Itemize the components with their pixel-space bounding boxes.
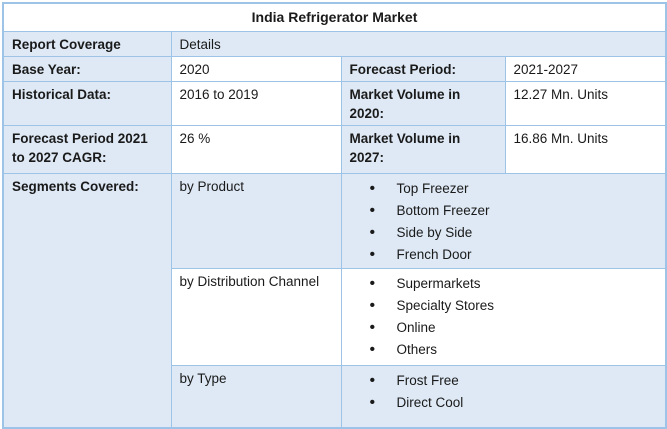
table-row: by Distribution Channel Supermarkets Spe… [3,268,667,366]
forecast-cagr-value: 26 % [170,125,342,174]
segment-group-type-items: Frost Free Direct Cool [340,365,667,428]
list-item: Specialty Stores [350,295,658,317]
table-row: Segments Covered: by Product Top Freezer… [2,173,667,428]
list-item: Supermarkets [350,273,658,295]
list-item: Side by Side [350,222,658,244]
base-year-label: Base Year: [2,56,172,82]
segment-group-product-items: Top Freezer Bottom Freezer Side by Side … [340,173,667,269]
market-volume-2020-value: 12.27 Mn. Units [504,81,667,126]
forecast-period-value: 2021-2027 [504,56,667,82]
segment-group-product-label: by Product [170,173,342,269]
report-coverage-label: Report Coverage [2,31,172,57]
table-row: India Refrigerator Market [2,2,667,32]
market-volume-2020-label: Market Volume in 2020: [340,81,506,126]
historical-data-value: 2016 to 2019 [170,81,342,126]
historical-data-label: Historical Data: [2,81,172,126]
segments-covered-label: Segments Covered: [2,173,172,428]
list-item: Top Freezer [350,178,658,200]
forecast-period-label: Forecast Period: [340,56,506,82]
forecast-cagr-label: Forecast Period 2021 to 2027 CAGR: [2,125,172,174]
list-item: Online [350,317,658,339]
base-year-value: 2020 [170,56,342,82]
market-volume-2027-label: Market Volume in 2027: [340,125,506,174]
list-item: Bottom Freezer [350,200,658,222]
list-item: Frost Free [350,370,658,392]
list-item: French Door [350,244,658,266]
segment-group-distribution-label: by Distribution Channel [170,268,342,366]
type-segment-list: Frost Free Direct Cool [350,369,658,414]
segment-group-distribution-items: Supermarkets Specialty Stores Online Oth… [340,268,667,366]
product-segment-list: Top Freezer Bottom Freezer Side by Side … [350,177,658,266]
table-row: Forecast Period 2021 to 2027 CAGR: 26 % … [2,125,667,174]
table-row: Report Coverage Details [2,31,667,57]
segment-group-type-label: by Type [170,365,342,428]
table-row: Base Year: 2020 Forecast Period: 2021-20… [2,56,667,82]
market-volume-2027-value: 16.86 Mn. Units [504,125,667,174]
list-item: Others [350,339,658,361]
table-title: India Refrigerator Market [2,2,667,32]
table-row: Historical Data: 2016 to 2019 Market Vol… [2,81,667,126]
list-item: Direct Cool [350,392,658,414]
distribution-segment-list: Supermarkets Specialty Stores Online Oth… [350,272,658,361]
report-coverage-value: Details [170,31,667,57]
